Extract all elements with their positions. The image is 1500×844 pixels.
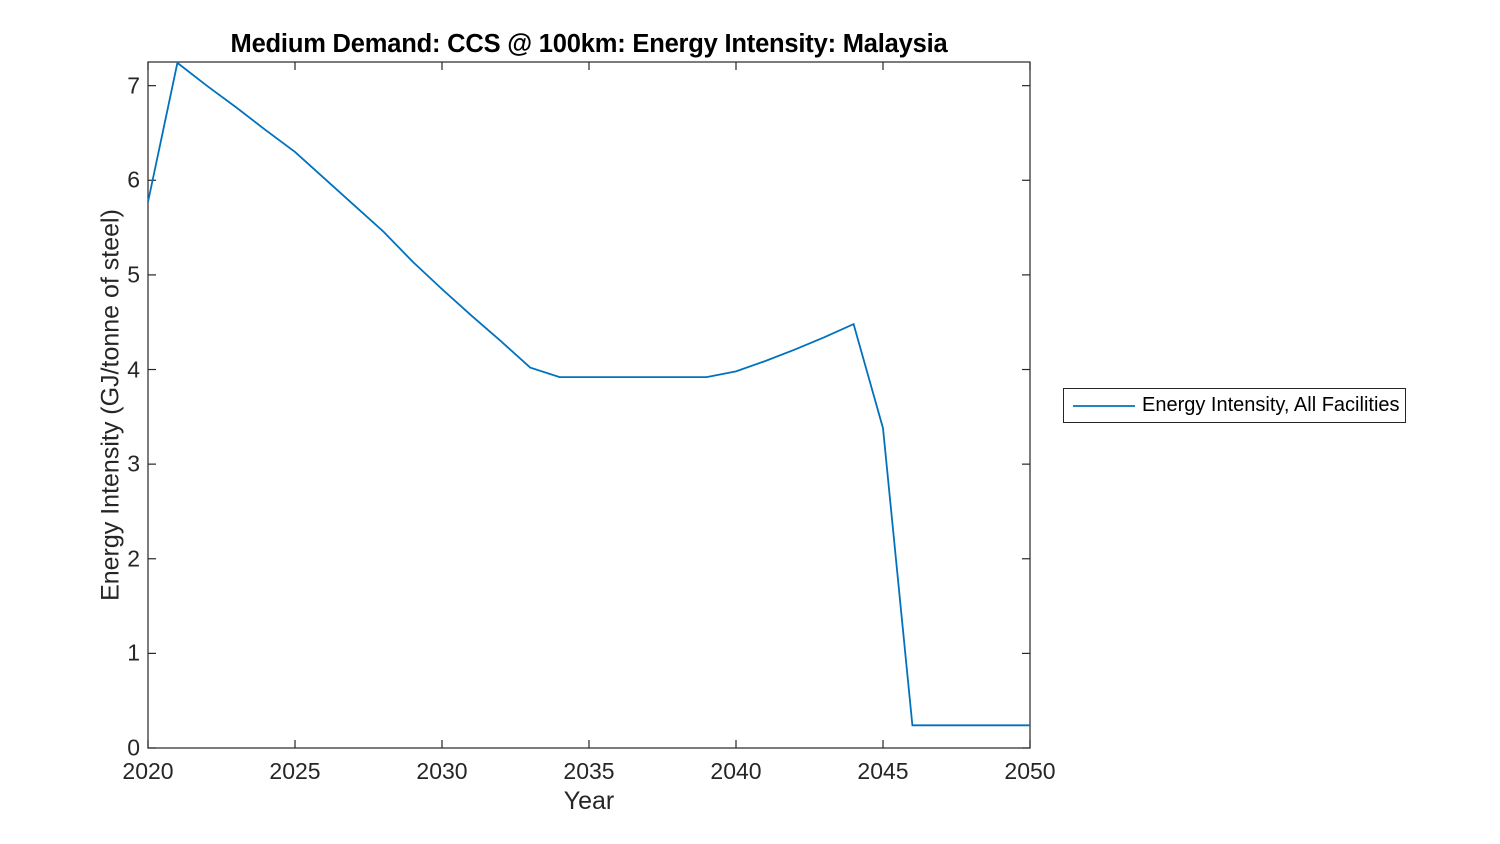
x-axis-label: Year bbox=[563, 787, 615, 815]
y-tick-label: 5 bbox=[127, 261, 140, 288]
chart-title: Medium Demand: CCS @ 100km: Energy Inten… bbox=[230, 30, 948, 58]
x-tick-label: 2045 bbox=[857, 758, 909, 784]
x-tick-label: 2020 bbox=[122, 758, 174, 784]
legend: Energy Intensity, All Facilities bbox=[1063, 388, 1406, 423]
y-tick-label: 4 bbox=[127, 356, 140, 383]
y-tick-label: 3 bbox=[127, 450, 140, 477]
y-tick-label: 6 bbox=[127, 166, 140, 193]
legend-entry-label: Energy Intensity, All Facilities bbox=[1142, 394, 1400, 416]
x-tick-label: 2030 bbox=[416, 758, 468, 784]
y-tick-label: 1 bbox=[127, 639, 140, 666]
y-tick-label: 7 bbox=[127, 72, 140, 99]
x-tick-label: 2035 bbox=[563, 758, 615, 784]
x-tick-label: 2025 bbox=[269, 758, 321, 784]
y-tick-label: 0 bbox=[127, 734, 140, 761]
x-tick-label: 2040 bbox=[710, 758, 762, 784]
y-axis-label: Energy Intensity (GJ/tonne of steel) bbox=[96, 209, 125, 601]
y-tick-label: 2 bbox=[127, 545, 140, 572]
x-tick-label: 2050 bbox=[1004, 758, 1056, 784]
legend-line-sample bbox=[1073, 404, 1135, 407]
